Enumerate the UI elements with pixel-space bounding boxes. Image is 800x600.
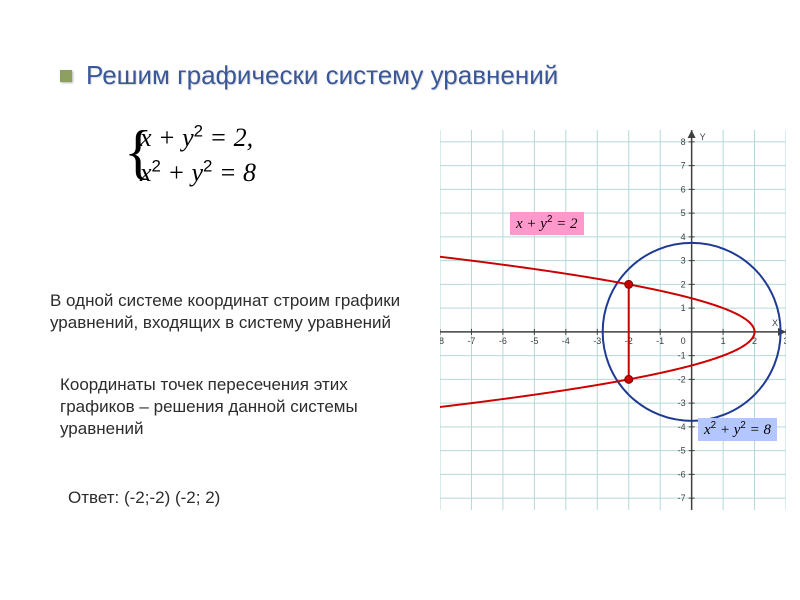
svg-text:6: 6 (681, 184, 686, 194)
equation-1: x + y2 = 2, (140, 120, 256, 155)
system-of-equations: { x + y2 = 2, x2 + y2 = 8 (140, 120, 256, 190)
svg-text:3: 3 (681, 256, 686, 266)
svg-text:X: X (772, 318, 778, 328)
svg-text:1: 1 (721, 336, 726, 346)
svg-text:-2: -2 (678, 374, 686, 384)
svg-text:2: 2 (681, 279, 686, 289)
equation-1-label: x + y2 = 2 (510, 212, 584, 235)
title-bullet (60, 70, 72, 82)
answer-line: Ответ: (-2;-2) (-2; 2) (68, 488, 220, 508)
svg-text:-6: -6 (499, 336, 507, 346)
svg-text:-7: -7 (678, 493, 686, 503)
answer-label: Ответ: (68, 488, 119, 507)
svg-text:0: 0 (681, 336, 686, 346)
slide-title: Решим графически систему уравнений (86, 60, 558, 91)
svg-text:-4: -4 (678, 422, 686, 432)
slide-title-bar: Решим графически систему уравнений (60, 60, 760, 91)
svg-text:-7: -7 (467, 336, 475, 346)
svg-text:-4: -4 (562, 336, 570, 346)
answer-points: (-2;-2) (-2; 2) (124, 488, 220, 507)
svg-text:8: 8 (681, 137, 686, 147)
equation-2-label: x2 + y2 = 8 (698, 418, 777, 441)
svg-text:Y: Y (700, 132, 706, 142)
svg-text:-8: -8 (440, 336, 444, 346)
svg-text:-1: -1 (678, 351, 686, 361)
description-2: Координаты точек пересечения этих график… (60, 374, 420, 440)
description-1: В одной системе координат строим графики… (50, 290, 410, 334)
svg-text:-3: -3 (593, 336, 601, 346)
brace-icon: { (124, 122, 153, 182)
svg-text:5: 5 (681, 208, 686, 218)
svg-text:-1: -1 (656, 336, 664, 346)
svg-text:-3: -3 (678, 398, 686, 408)
svg-text:-5: -5 (678, 446, 686, 456)
svg-text:-6: -6 (678, 469, 686, 479)
svg-text:4: 4 (681, 232, 686, 242)
equation-2: x2 + y2 = 8 (140, 155, 256, 190)
svg-text:7: 7 (681, 161, 686, 171)
svg-text:-5: -5 (530, 336, 538, 346)
svg-text:3: 3 (783, 336, 786, 346)
coordinate-chart: -8-7-6-5-4-3-2-1123-7-6-5-4-3-2-11234567… (440, 130, 786, 510)
svg-text:1: 1 (681, 303, 686, 313)
